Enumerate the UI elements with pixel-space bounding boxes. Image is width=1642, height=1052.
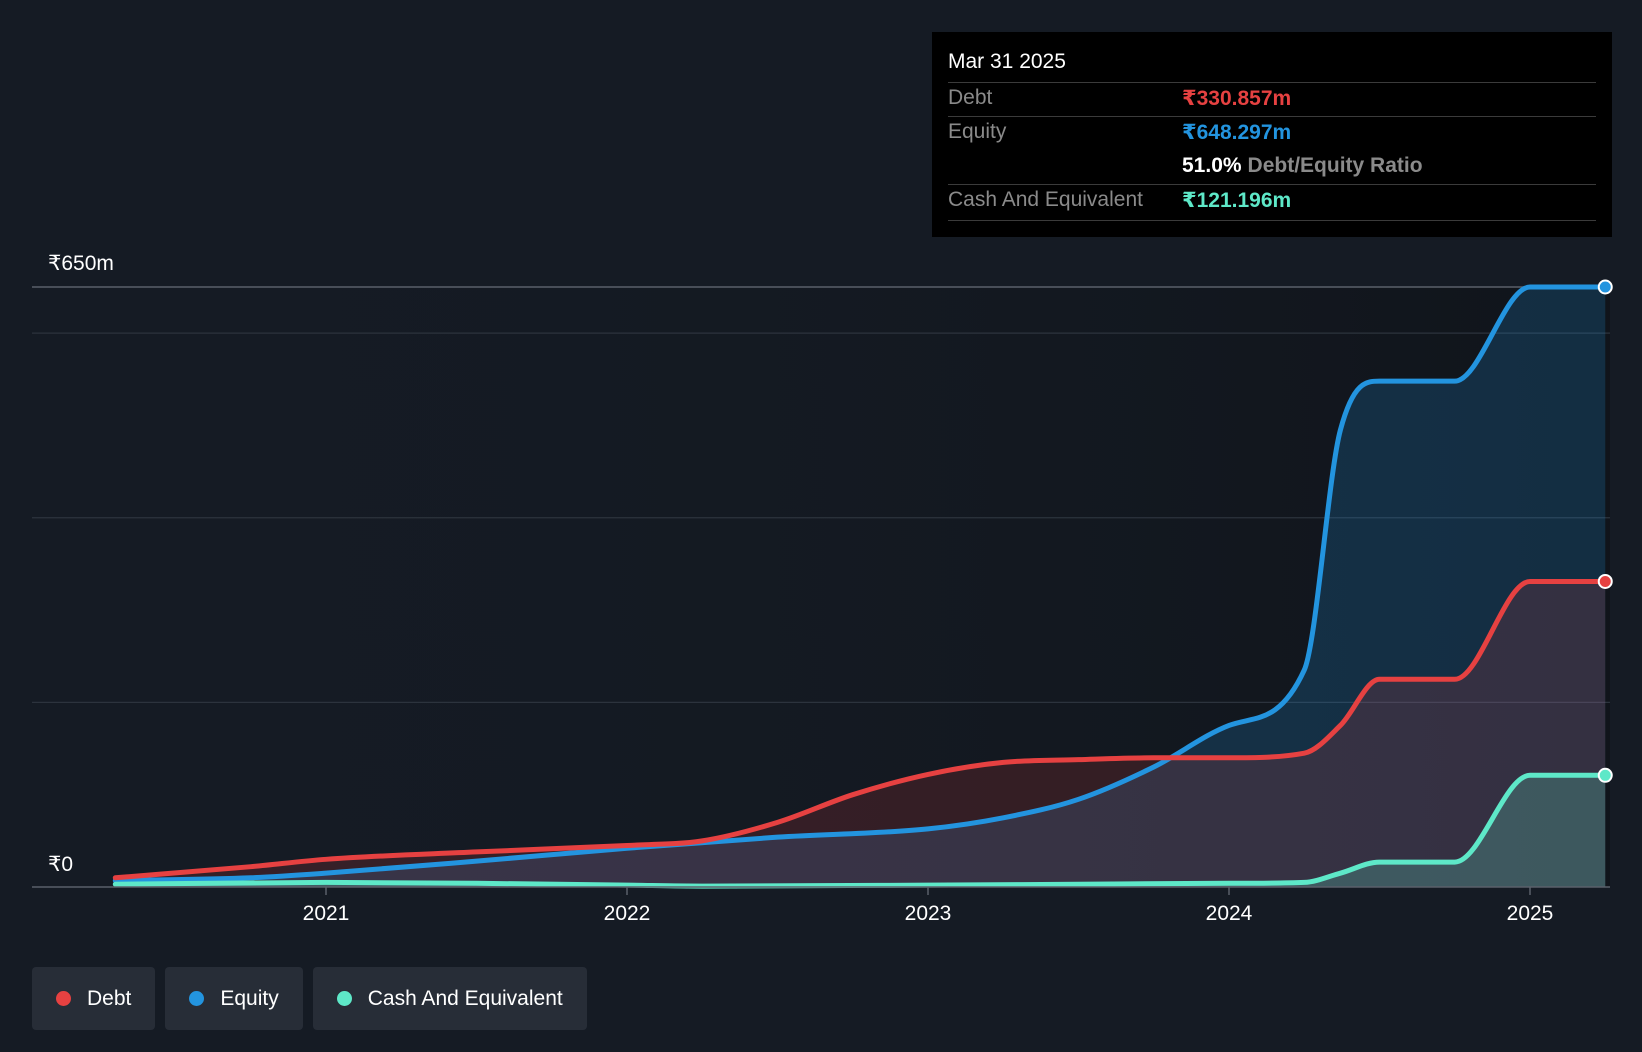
- x-tick-label: 2023: [905, 902, 952, 925]
- debt-line: [112, 578, 1608, 881]
- debt-area: [115, 581, 1606, 887]
- tooltip-equity-label: Equity: [948, 120, 1007, 143]
- tooltip-ratio-label: Debt/Equity Ratio: [1247, 154, 1423, 177]
- legend-item-cash[interactable]: Cash And Equivalent: [312, 967, 587, 1030]
- cash-and-equivalent-line: [112, 772, 1608, 889]
- legend-item-equity[interactable]: Equity: [165, 967, 303, 1030]
- cash-and-equivalent-end-marker: [1597, 767, 1613, 783]
- cash-dot-icon: [336, 991, 352, 1006]
- equity-end-marker: [1597, 279, 1613, 295]
- equity-line: [112, 284, 1608, 884]
- tooltip-ratio-value: 51.0%: [1182, 154, 1242, 177]
- tooltip-divider: [948, 116, 1596, 117]
- x-tick-label: 2024: [1206, 902, 1253, 925]
- tooltip-divider: [948, 82, 1596, 83]
- debt-dot-icon: [56, 991, 71, 1006]
- tooltip-cash-label: Cash And Equivalent: [948, 188, 1143, 211]
- legend-label-debt: Debt: [87, 986, 132, 1010]
- x-tick-label: 2021: [303, 902, 350, 925]
- tooltip-debt-label: Debt: [948, 86, 993, 109]
- legend-label-equity: Equity: [220, 986, 279, 1010]
- x-tick-label: 2025: [1507, 902, 1554, 925]
- legend-label-cash: Cash And Equivalent: [367, 986, 563, 1010]
- tooltip-ratio: 51.0% Debt/Equity Ratio: [1182, 154, 1423, 178]
- cash-and-equivalent-area: [115, 775, 1606, 887]
- tooltip-divider: [948, 220, 1596, 221]
- y-axis-min-label: ₹0: [48, 853, 74, 876]
- equity-area: [115, 287, 1606, 887]
- chart-legend: Debt Equity Cash And Equivalent: [32, 967, 587, 1030]
- tooltip-divider: [948, 184, 1596, 185]
- tooltip-date: Mar 31 2025: [948, 50, 1066, 73]
- data-tooltip: Mar 31 2025 Debt ₹330.857m Equity ₹648.2…: [932, 32, 1612, 237]
- x-tick-label: 2022: [604, 902, 651, 925]
- tooltip-cash-value: ₹121.196m: [1182, 189, 1292, 212]
- debt-end-marker: [1597, 573, 1613, 589]
- tooltip-debt-value: ₹330.857m: [1182, 87, 1292, 110]
- legend-item-debt[interactable]: Debt: [32, 967, 156, 1030]
- plot-background: [32, 287, 1610, 887]
- y-axis-max-label: ₹650m: [48, 252, 114, 275]
- tooltip-equity-value: ₹648.297m: [1182, 121, 1292, 144]
- equity-dot-icon: [189, 991, 205, 1006]
